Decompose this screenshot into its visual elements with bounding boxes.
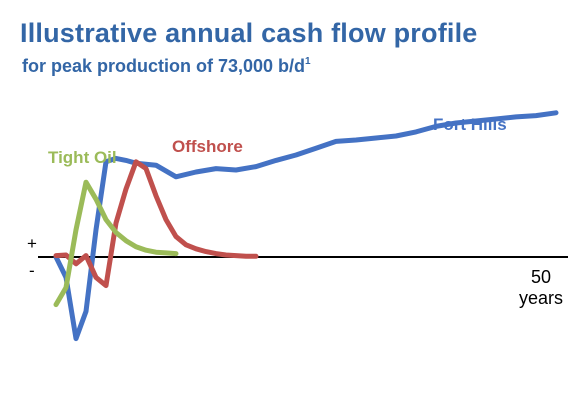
series-layer bbox=[53, 110, 559, 342]
series-label-fort-hills: Fort Hills bbox=[433, 115, 507, 134]
series-line-offshore bbox=[53, 159, 259, 289]
subtitle-text: for peak production of 73,000 b/d bbox=[22, 56, 306, 76]
chart-subtitle: for peak production of 73,000 b/d1 bbox=[22, 56, 311, 77]
x-tick-label-50: 50 bbox=[531, 267, 551, 287]
positive-sign-label: + bbox=[27, 234, 37, 253]
negative-sign-label: - bbox=[29, 261, 35, 280]
x-axis-label: years bbox=[519, 288, 563, 308]
subtitle-footnote-marker: 1 bbox=[305, 56, 311, 67]
series-label-layer: Fort Hills Offshore Tight Oil bbox=[48, 115, 507, 167]
series-label-tight-oil: Tight Oil bbox=[48, 148, 117, 167]
series-line-fort-hills bbox=[53, 110, 559, 342]
chart-title: Illustrative annual cash flow profile bbox=[20, 18, 478, 48]
series-line-tight-oil bbox=[53, 179, 179, 308]
series-label-offshore: Offshore bbox=[172, 137, 243, 156]
